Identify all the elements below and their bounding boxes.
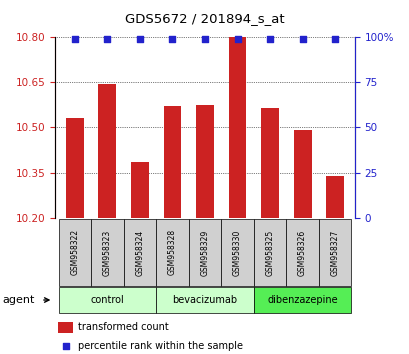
Bar [253, 287, 351, 313]
Point [299, 36, 305, 42]
Bar [163, 106, 181, 218]
Bar [196, 105, 213, 218]
Bar [261, 108, 279, 218]
Point [72, 36, 78, 42]
Bar [124, 219, 156, 286]
Bar [156, 219, 188, 286]
Point [234, 36, 240, 42]
Bar [326, 176, 343, 218]
Text: GSM958322: GSM958322 [70, 229, 79, 275]
Point [331, 36, 337, 42]
Bar [156, 287, 253, 313]
Bar [58, 219, 91, 286]
Bar [318, 219, 351, 286]
Text: GSM958328: GSM958328 [168, 229, 177, 275]
Point [63, 343, 69, 349]
Text: GSM958326: GSM958326 [297, 229, 306, 275]
Bar [58, 287, 156, 313]
Text: GSM958324: GSM958324 [135, 229, 144, 275]
Text: control: control [90, 295, 124, 305]
Text: GSM958330: GSM958330 [232, 229, 241, 276]
Bar [285, 219, 318, 286]
Bar [253, 219, 285, 286]
Point [104, 36, 110, 42]
Point [201, 36, 208, 42]
Point [136, 36, 143, 42]
Bar [228, 37, 246, 218]
Text: transformed count: transformed count [78, 322, 168, 332]
Text: percentile rank within the sample: percentile rank within the sample [78, 341, 242, 351]
Text: GSM958325: GSM958325 [265, 229, 274, 275]
Text: bevacizumab: bevacizumab [172, 295, 237, 305]
Text: GDS5672 / 201894_s_at: GDS5672 / 201894_s_at [125, 12, 284, 25]
Bar [58, 322, 73, 333]
Point [266, 36, 273, 42]
Bar [221, 219, 253, 286]
Text: agent: agent [2, 295, 34, 305]
Text: GSM958327: GSM958327 [330, 229, 339, 275]
Point [169, 36, 175, 42]
Bar [91, 219, 124, 286]
Text: GSM958323: GSM958323 [103, 229, 112, 275]
Bar [66, 118, 83, 218]
Bar [130, 162, 148, 218]
Bar [293, 130, 311, 218]
Bar [98, 84, 116, 218]
Text: dibenzazepine: dibenzazepine [267, 295, 337, 305]
Bar [188, 219, 221, 286]
Text: GSM958329: GSM958329 [200, 229, 209, 275]
